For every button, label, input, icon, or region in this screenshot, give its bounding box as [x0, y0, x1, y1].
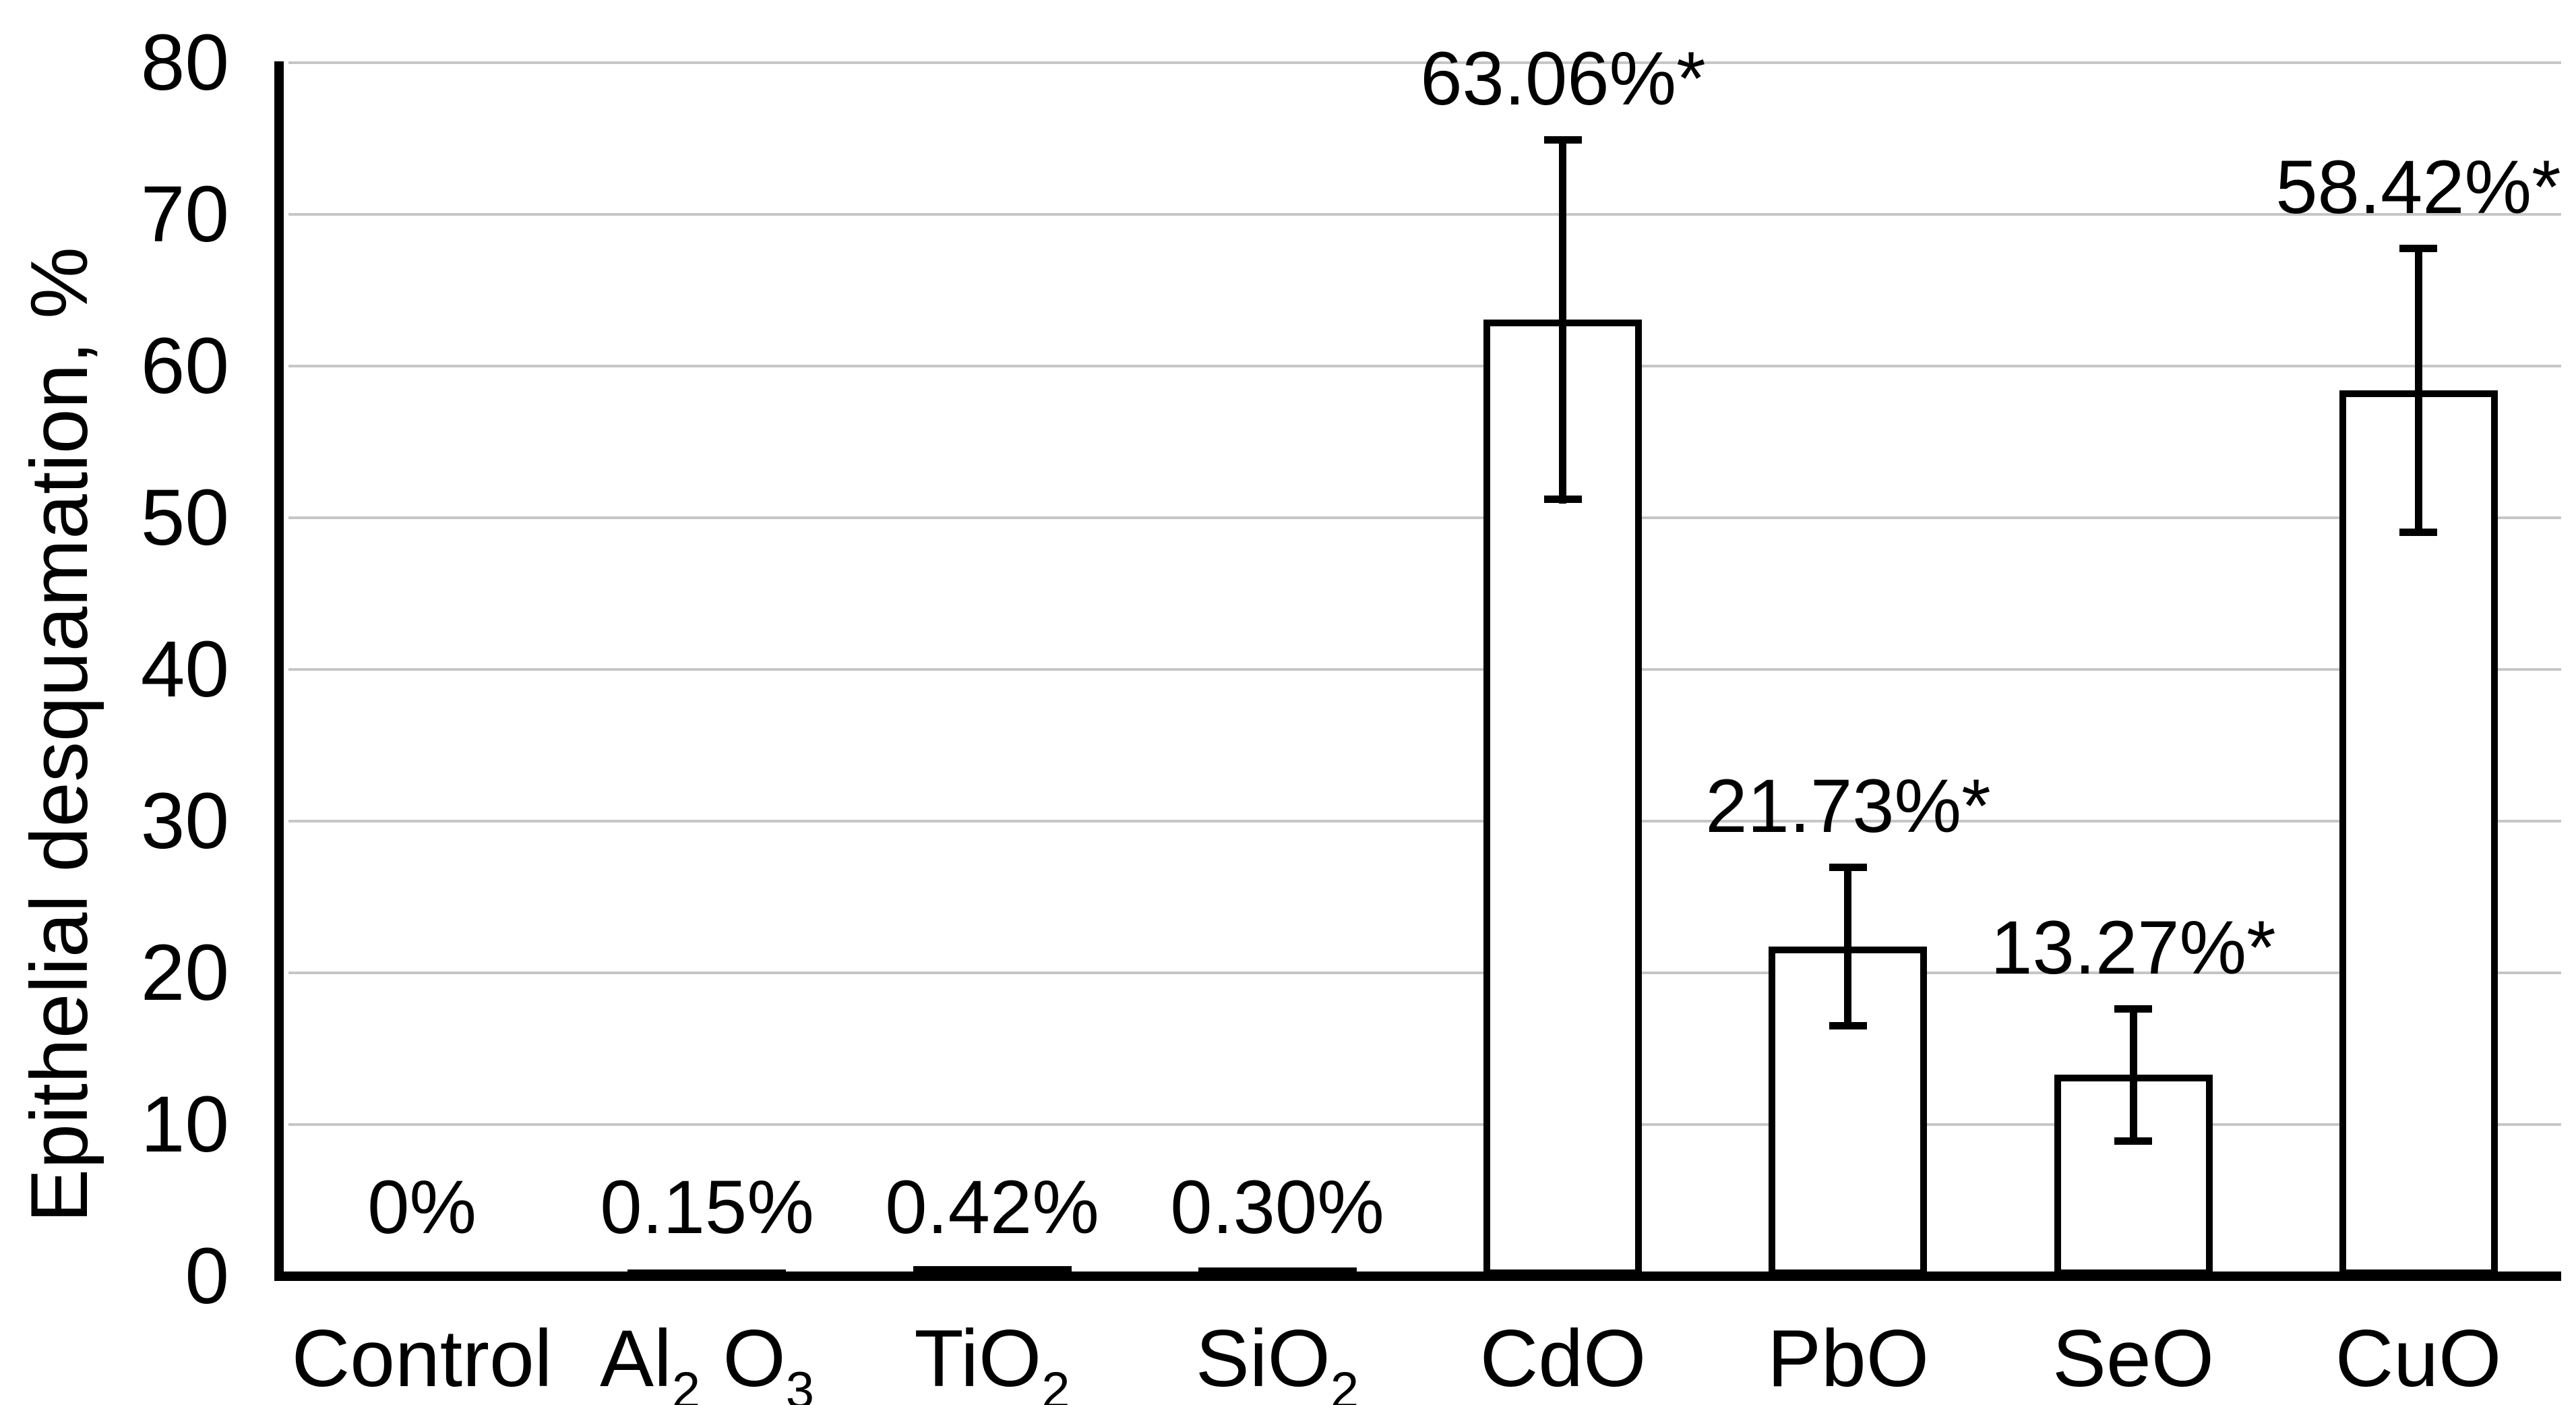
gridline-20 [288, 971, 2561, 974]
data-label-sio2: 0.30% [1170, 1165, 1384, 1249]
gridline-80 [288, 61, 2561, 64]
y-tick-label-50: 50 [140, 473, 229, 562]
error-cap-top-tio2 [973, 1266, 1011, 1274]
data-label-al2o3: 0.15% [600, 1165, 814, 1249]
error-bar-cuo [2415, 245, 2422, 536]
subscript: 2 [671, 1362, 700, 1405]
x-label-text: O [700, 1313, 786, 1404]
x-label-text: CdO [1479, 1313, 1647, 1404]
data-label-cuo: 58.42%* [2275, 145, 2561, 229]
error-cap-bottom-pbo [1829, 1022, 1867, 1029]
subscript: 2 [1041, 1362, 1070, 1405]
error-cap-top-pbo [1829, 864, 1867, 871]
y-tick-label-20: 20 [140, 928, 229, 1017]
gridline-60 [288, 365, 2561, 367]
x-label-tio2: TiO2 [756, 1315, 1228, 1405]
y-tick-label-60: 60 [140, 322, 229, 411]
x-label-pbo: PbO [1612, 1315, 2084, 1402]
error-cap-top-cuo [2399, 245, 2437, 252]
x-label-al2o3: Al2 O3 [471, 1315, 943, 1405]
y-axis-line [274, 61, 284, 1281]
y-tick-label-30: 30 [140, 777, 229, 866]
error-bar-pbo [1844, 864, 1851, 1029]
x-label-cdo: CdO [1327, 1315, 1799, 1402]
x-label-control: Control [186, 1315, 658, 1402]
error-cap-top-cdo [1544, 136, 1582, 144]
x-axis-line [274, 1272, 2561, 1281]
gridline-10 [288, 1123, 2561, 1126]
x-label-text: CuO [2335, 1313, 2502, 1404]
x-label-text: TiO [914, 1313, 1042, 1404]
data-label-control: 0% [367, 1165, 477, 1249]
subscript: 2 [1330, 1362, 1359, 1405]
x-label-cuo: CuO [2182, 1315, 2576, 1402]
error-cap-bottom-seo [2114, 1137, 2152, 1145]
gridline-70 [288, 213, 2561, 216]
x-label-sio2: SiO2 [1041, 1315, 1513, 1405]
y-tick-label-70: 70 [140, 170, 229, 259]
gridline-30 [288, 820, 2561, 823]
x-label-text: SeO [2052, 1313, 2215, 1404]
error-bar-cdo [1559, 136, 1566, 504]
y-tick-label-40: 40 [140, 625, 229, 714]
y-tick-label-80: 80 [140, 18, 229, 107]
x-label-text: Al [600, 1313, 672, 1404]
data-label-tio2: 0.42% [885, 1165, 1099, 1249]
error-cap-bottom-cdo [1544, 496, 1582, 503]
data-label-seo: 13.27%* [1990, 905, 2276, 990]
y-tick-label-10: 10 [140, 1080, 229, 1169]
error-bar-seo [2130, 1005, 2137, 1145]
x-label-text: SiO [1195, 1313, 1330, 1404]
x-label-text: PbO [1767, 1313, 1930, 1404]
x-label-seo: SeO [1897, 1315, 2369, 1402]
error-cap-top-seo [2114, 1005, 2152, 1013]
error-cap-bottom-cuo [2399, 529, 2437, 536]
gridline-50 [288, 516, 2561, 519]
gridline-40 [288, 668, 2561, 671]
x-label-text: Control [291, 1313, 553, 1404]
y-tick-label-0: 0 [185, 1232, 229, 1321]
subscript: 3 [785, 1362, 814, 1405]
data-label-cdo: 63.06%* [1420, 36, 1706, 121]
bar-cuo [2339, 390, 2498, 1276]
data-label-pbo: 21.73%* [1705, 764, 1991, 848]
